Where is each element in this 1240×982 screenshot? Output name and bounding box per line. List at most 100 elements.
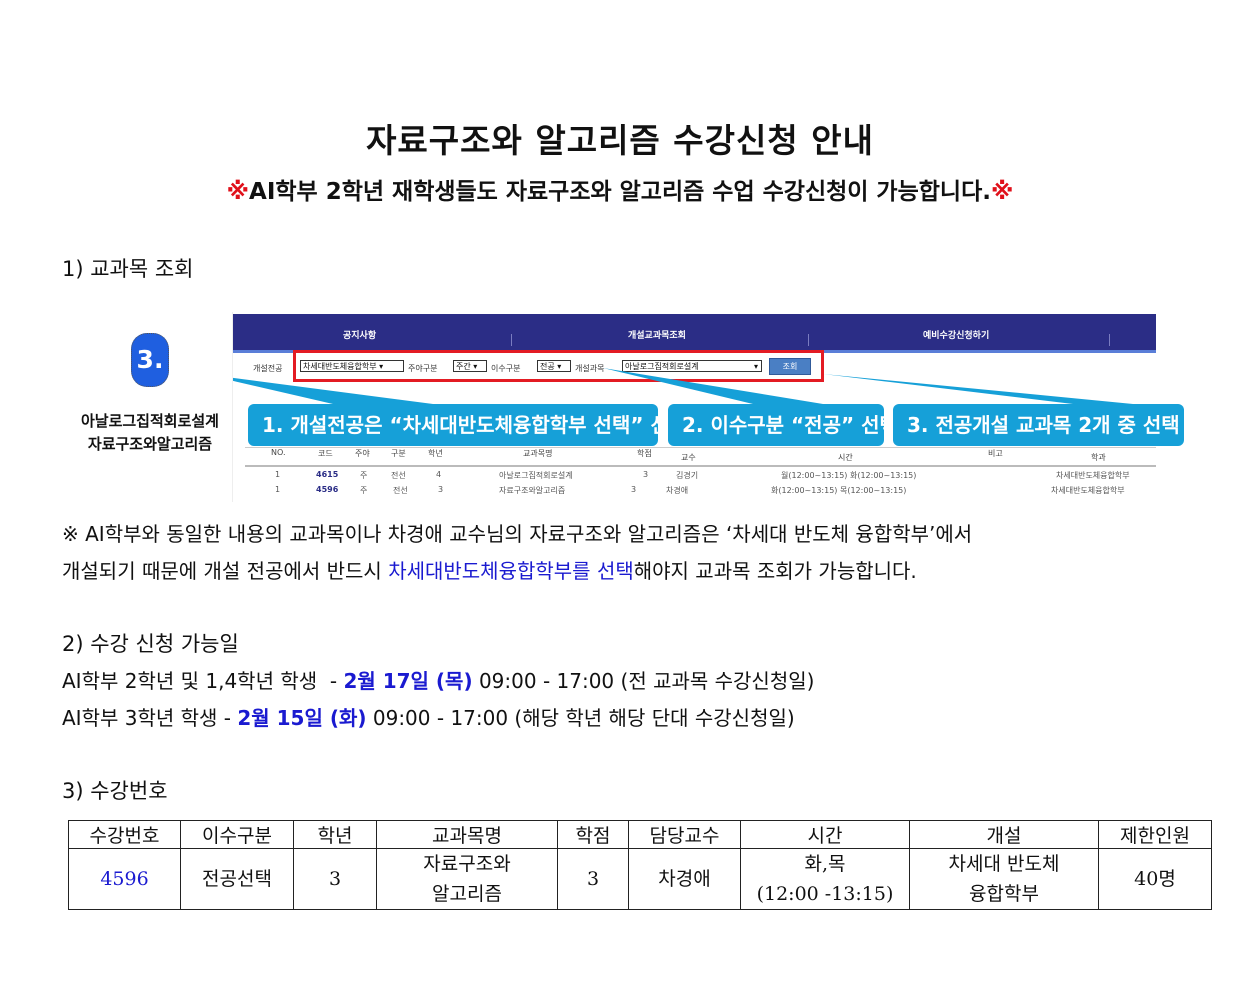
date: 2월 15일 (화) <box>237 706 367 730</box>
cell: 주 <box>360 471 368 480</box>
cell: 김경기 <box>676 471 699 480</box>
callout-step-2: 2. 이수구분 “전공” 선택 <box>668 404 898 446</box>
divider <box>245 447 1156 448</box>
type-value: 전공 <box>540 362 555 371</box>
major-value: 차세대반도체융합학부 <box>303 362 377 371</box>
text: AI학부 3학년 학생 - <box>62 706 238 730</box>
cell: 월(12:00~13:15) 화(12:00~13:15) <box>781 471 917 480</box>
header-cell: 수강번호 <box>68 820 181 849</box>
callout-step-1: 1. 개설전공은 “차세대반도체융합학부 선택” 선택 <box>248 404 687 446</box>
major-select[interactable]: 차세대반도체융합학부 ▾ <box>300 360 404 372</box>
reference-mark: ※ <box>226 179 250 205</box>
reference-mark: ※ <box>990 179 1014 205</box>
callout-step-3: 3. 전공개설 교과목 2개 중 선택 <box>893 404 1184 446</box>
cell: 3 <box>293 848 377 910</box>
text: AI학부 2학년 및 1,4학년 학생 - <box>62 669 344 693</box>
cell: 차세대반도체융합학부 <box>1051 486 1125 495</box>
col-prof: 교수 <box>681 453 696 462</box>
note-line-2: 개설되기 때문에 개설 전공에서 반드시 차세대반도체융합학부를 선택해야지 교… <box>62 555 917 584</box>
text: 차세대 반도체 <box>948 853 1060 875</box>
col-code: 코드 <box>318 449 333 458</box>
cell-code[interactable]: 4596 <box>316 485 339 494</box>
cell: 3 <box>438 485 444 494</box>
note-line-1: ※ AI학부와 동일한 내용의 교과목이나 차경애 교수님의 자료구조와 알고리… <box>62 522 973 546</box>
header-cell: 학점 <box>557 820 629 849</box>
badge-line-1: 아날로그집적회로설계 <box>80 412 219 430</box>
subtitle-text: AI학부 2학년 재학생들도 자료구조와 알고리즘 수업 수강신청이 가능합니다… <box>249 179 991 205</box>
daynight-value: 주간 <box>456 362 471 371</box>
header-cell: 학년 <box>293 820 377 849</box>
col-note: 비고 <box>988 449 1003 458</box>
cell: 자료구조와알고리즘 <box>499 486 566 495</box>
course-code: 4596 <box>68 848 181 910</box>
text: 화,목 <box>804 853 846 875</box>
cell: 주 <box>360 486 368 495</box>
type-select[interactable]: 전공 ▾ <box>537 360 571 372</box>
course-select[interactable]: 아날로그집적회로설계 ▾ <box>622 360 762 372</box>
cell-code[interactable]: 4615 <box>316 470 339 479</box>
date: 2월 17일 (목) <box>343 669 473 693</box>
divider <box>1109 334 1110 346</box>
cell: 차경애 <box>628 848 741 910</box>
section3-heading: 3) 수강번호 <box>62 779 168 803</box>
header-cell: 개설 <box>909 820 1099 849</box>
highlight-text: 차세대반도체융합학부를 선택 <box>388 559 634 583</box>
col-daynight: 주야 <box>355 449 370 458</box>
tab-pre-registration[interactable]: 예비수강신청하기 <box>923 331 990 341</box>
col-name: 교과목명 <box>523 449 553 458</box>
cell: 전선 <box>391 471 406 480</box>
cell: 1 <box>275 485 281 494</box>
daynight-label: 주야구분 <box>408 364 438 373</box>
header-cell: 시간 <box>740 820 910 849</box>
divider <box>808 334 809 346</box>
header-cell: 교과목명 <box>376 820 558 849</box>
cell-name: 자료구조와 알고리즘 <box>376 848 558 910</box>
divider <box>245 465 1156 467</box>
cell: 전공선택 <box>180 848 294 910</box>
col-credit: 학점 <box>637 449 652 458</box>
cell: 1 <box>275 470 281 479</box>
type-label: 이수구분 <box>491 364 521 373</box>
text: 09:00 - 17:00 (해당 학년 해당 단대 수강신청일) <box>366 706 795 730</box>
subtitle: ※AI학부 2학년 재학생들도 자료구조와 알고리즘 수업 수강신청이 가능합니… <box>0 172 1240 206</box>
schedule-line-2: AI학부 3학년 학생 - 2월 15일 (화) 09:00 - 17:00 (… <box>62 702 795 731</box>
cell: 차경애 <box>666 486 689 495</box>
page-title: 자료구조와 알고리즘 수강신청 안내 <box>366 121 874 160</box>
course-table: 수강번호 이수구분 학년 교과목명 학점 담당교수 시간 개설 제한인원 459… <box>68 820 1212 910</box>
header-cell: 제한인원 <box>1098 820 1212 849</box>
text: 해야지 교과목 조회가 가능합니다. <box>633 559 917 583</box>
col-time: 시간 <box>838 453 853 462</box>
cell: 3 <box>557 848 629 910</box>
text: (12:00 -13:15) <box>756 883 894 905</box>
cell: 전선 <box>393 486 408 495</box>
callout-pointers <box>233 368 1133 404</box>
cell: 차세대반도체융합학부 <box>1056 471 1130 480</box>
step-badge: 3. <box>131 333 169 387</box>
section1-heading: 1) 교과목 조회 <box>62 257 194 281</box>
header-cell: 담당교수 <box>628 820 741 849</box>
text: 개설되기 때문에 개설 전공에서 반드시 <box>62 559 389 583</box>
table-header: 수강번호 이수구분 학년 교과목명 학점 담당교수 시간 개설 제한인원 <box>68 820 1212 849</box>
tab-notice[interactable]: 공지사항 <box>343 331 377 341</box>
cell: 40명 <box>1098 848 1212 910</box>
col-year: 학년 <box>428 449 443 458</box>
divider <box>511 334 512 346</box>
text: 09:00 - 17:00 (전 교과목 수강신청일) <box>472 669 815 693</box>
search-button[interactable]: 조회 <box>769 358 811 375</box>
table-row: 4596 전공선택 3 자료구조와 알고리즘 3 차경애 화,목 (12:00 -1… <box>68 848 1212 910</box>
course-label: 개설과목 <box>575 364 605 373</box>
col-dept: 학과 <box>1091 453 1106 462</box>
cell: 3 <box>631 485 637 494</box>
tab-course-search[interactable]: 개설교과목조회 <box>628 331 686 341</box>
col-type: 구분 <box>391 449 406 458</box>
text: 알고리즘 <box>432 883 502 905</box>
cell-time: 화,목 (12:00 -13:15) <box>740 848 910 910</box>
cell: 아날로그집적회로설계 <box>499 471 573 480</box>
daynight-select[interactable]: 주간 ▾ <box>453 360 487 372</box>
badge-line-2: 자료구조와알고리즘 <box>87 435 213 453</box>
cell-dept: 차세대 반도체 융합학부 <box>909 848 1099 910</box>
course-value: 아날로그집적회로설계 <box>625 362 699 371</box>
cell: 3 <box>643 470 649 479</box>
schedule-line-1: AI학부 2학년 및 1,4학년 학생 - 2월 17일 (목) 09:00 -… <box>62 665 814 694</box>
header-cell: 이수구분 <box>180 820 294 849</box>
